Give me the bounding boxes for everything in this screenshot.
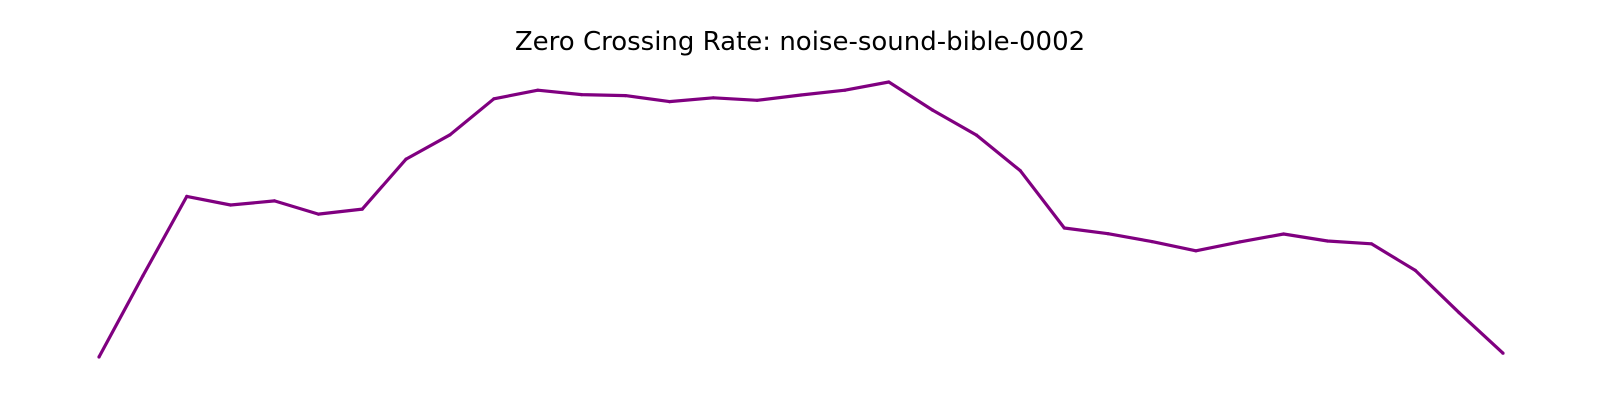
zcr-data-point: [1501, 351, 1505, 355]
zcr-data-point: [667, 100, 672, 104]
zcr-data-point: [97, 355, 101, 359]
zcr-data-point: [272, 199, 277, 203]
zcr-data-point: [1194, 249, 1198, 253]
plot-area: [97, 80, 1505, 359]
zcr-data-point: [711, 96, 715, 100]
zcr-data-point: [316, 212, 320, 216]
zcr-data-point: [974, 133, 979, 137]
zcr-data-point: [1106, 232, 1110, 236]
zcr-data-point: [141, 274, 145, 278]
zcr-data-point: [1018, 169, 1023, 173]
zcr-data-point: [623, 94, 628, 98]
zcr-data-point: [1413, 268, 1417, 272]
zcr-data-point: [1369, 242, 1373, 246]
zcr-data-point: [448, 133, 452, 137]
zcr-series-line-0: [97, 80, 1505, 358]
zcr-data-point: [887, 80, 891, 84]
zcr-data-point: [755, 98, 759, 102]
zcr-data-point: [229, 203, 233, 207]
zcr-data-point: [360, 207, 364, 211]
zcr-data-point: [1150, 240, 1154, 244]
zcr-data-point: [185, 194, 189, 198]
zcr-data-point: [931, 108, 935, 112]
zcr-data-point: [1238, 240, 1242, 244]
zcr-data-point: [492, 97, 496, 101]
zcr-data-point: [1457, 311, 1461, 315]
zcr-data-point: [1325, 239, 1330, 243]
zcr-data-point: [799, 93, 803, 97]
zcr-data-point: [580, 93, 584, 97]
zcr-data-point: [1282, 232, 1286, 236]
zcr-data-point: [404, 157, 408, 161]
zcr-data-point: [843, 88, 847, 92]
zcr-data-point: [1062, 226, 1066, 230]
zcr-data-point: [536, 88, 540, 92]
chart-title: Zero Crossing Rate: noise-sound-bible-00…: [514, 27, 1086, 57]
